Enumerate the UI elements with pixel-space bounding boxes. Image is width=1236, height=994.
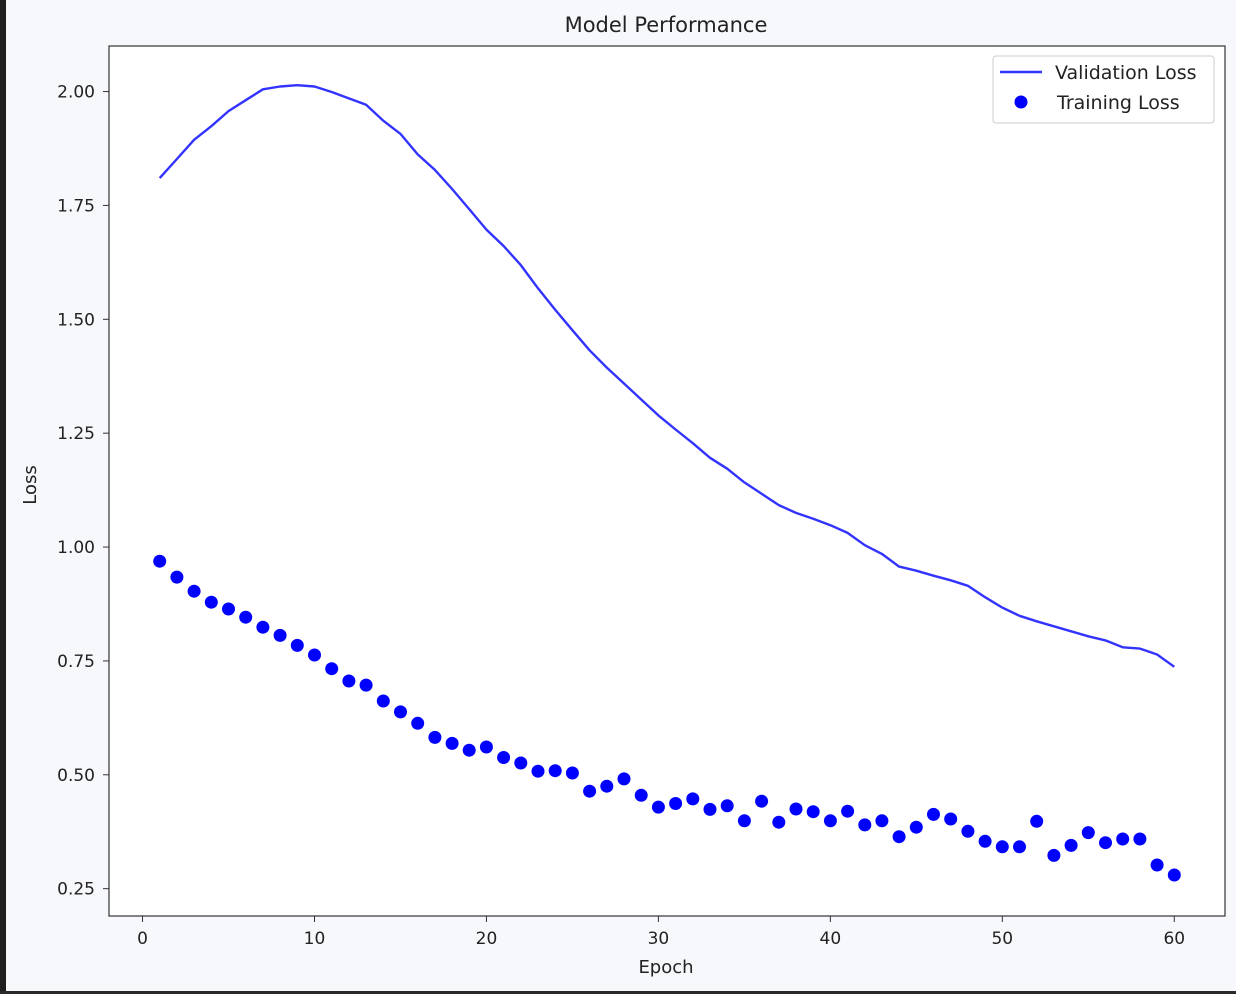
plot-area bbox=[108, 45, 1226, 917]
training-loss-point bbox=[944, 812, 958, 826]
y-tick-label: 2.00 bbox=[57, 83, 95, 103]
training-loss-point bbox=[1081, 826, 1095, 840]
training-loss-point bbox=[548, 764, 562, 778]
training-loss-point bbox=[479, 740, 493, 754]
training-loss-point bbox=[617, 772, 631, 786]
training-loss-point bbox=[686, 792, 700, 806]
training-loss-point bbox=[703, 802, 717, 816]
legend-label-validation-loss: Validation Loss bbox=[1055, 62, 1197, 84]
training-loss-point bbox=[222, 602, 235, 616]
training-loss-point bbox=[325, 662, 339, 676]
training-loss-point bbox=[909, 820, 923, 834]
training-loss-point bbox=[1030, 814, 1044, 828]
window-edge-bottom bbox=[0, 991, 1236, 994]
legend-dot-marker bbox=[1014, 95, 1028, 109]
training-loss-point bbox=[462, 743, 476, 757]
training-loss-point bbox=[1064, 838, 1078, 852]
x-tick-label: 60 bbox=[1163, 929, 1185, 949]
x-tick-label: 10 bbox=[304, 929, 326, 949]
training-loss-point bbox=[720, 799, 734, 813]
training-loss-point bbox=[892, 830, 906, 844]
training-loss-point bbox=[651, 800, 665, 814]
x-tick-label: 30 bbox=[648, 929, 670, 949]
chart-title: Model Performance bbox=[565, 13, 768, 37]
training-loss-point bbox=[978, 834, 992, 848]
training-loss-point bbox=[806, 805, 820, 819]
training-loss-point bbox=[669, 797, 683, 810]
training-loss-point bbox=[170, 570, 184, 584]
training-loss-point bbox=[927, 807, 940, 821]
training-loss-point bbox=[995, 840, 1009, 854]
validation-loss-line bbox=[158, 83, 1175, 668]
training-loss-point bbox=[1150, 858, 1164, 872]
training-loss-point bbox=[961, 824, 975, 838]
training-loss-point bbox=[565, 766, 579, 780]
training-loss-point bbox=[1047, 848, 1061, 862]
training-loss-point bbox=[1116, 832, 1130, 846]
training-loss-point bbox=[376, 694, 390, 708]
y-axis: 0.25 0.50 0.75 1.00 1.25 1.50 1.75 2.00 bbox=[57, 83, 109, 900]
training-loss-point bbox=[290, 638, 304, 652]
training-loss-point bbox=[514, 756, 528, 770]
training-loss-point bbox=[1167, 868, 1181, 882]
x-tick-label: 50 bbox=[991, 929, 1013, 949]
y-axis-label: Loss bbox=[20, 465, 41, 504]
x-axis-label: Epoch bbox=[638, 957, 693, 978]
training-loss-point bbox=[772, 815, 786, 829]
training-loss-point bbox=[204, 595, 218, 609]
x-tick-label: 20 bbox=[476, 929, 498, 949]
x-tick-label: 40 bbox=[820, 929, 842, 949]
legend-label-training-loss: Training Loss bbox=[1056, 92, 1180, 114]
legend: Validation Loss Training Loss bbox=[992, 55, 1215, 124]
training-loss-point bbox=[187, 584, 201, 598]
legend-box bbox=[992, 55, 1215, 124]
training-loss-point bbox=[239, 610, 253, 624]
training-loss-point bbox=[153, 554, 167, 568]
training-loss-point bbox=[583, 784, 597, 798]
training-loss-point bbox=[634, 788, 648, 802]
y-tick-label: 0.50 bbox=[57, 766, 95, 786]
training-loss-point bbox=[823, 814, 837, 828]
training-loss-point bbox=[755, 794, 769, 808]
training-loss-point bbox=[1099, 836, 1112, 850]
y-tick-label: 1.50 bbox=[57, 310, 95, 330]
x-axis: 0 10 20 30 40 50 60 bbox=[137, 916, 1185, 949]
window-edge-left bbox=[0, 0, 6, 994]
training-loss-point bbox=[394, 705, 407, 719]
training-loss-point bbox=[841, 804, 855, 818]
series-layer bbox=[153, 83, 1181, 882]
y-tick-label: 0.25 bbox=[57, 880, 95, 900]
x-tick-label: 0 bbox=[137, 929, 148, 949]
y-tick-label: 1.25 bbox=[57, 424, 95, 444]
training-loss-point bbox=[1013, 840, 1026, 854]
plot-frame bbox=[108, 45, 1226, 917]
training-loss-point bbox=[531, 764, 545, 778]
training-loss-point bbox=[789, 802, 803, 816]
training-loss-point bbox=[273, 628, 287, 642]
training-loss-point bbox=[737, 814, 751, 828]
training-loss-point bbox=[600, 779, 614, 793]
y-tick-label: 0.75 bbox=[57, 652, 95, 672]
training-loss-point bbox=[875, 814, 889, 828]
training-loss-point bbox=[497, 751, 511, 764]
training-loss-point bbox=[411, 716, 425, 730]
training-loss-point bbox=[445, 736, 459, 750]
training-loss-point bbox=[1133, 832, 1147, 846]
training-loss-point bbox=[359, 678, 373, 692]
training-loss-point bbox=[342, 674, 356, 688]
y-tick-label: 1.00 bbox=[57, 538, 95, 558]
training-loss-point bbox=[858, 818, 872, 832]
training-loss-point bbox=[428, 730, 442, 744]
y-tick-label: 1.75 bbox=[57, 196, 95, 216]
training-loss-point bbox=[308, 648, 321, 662]
training-loss-point bbox=[256, 620, 270, 634]
